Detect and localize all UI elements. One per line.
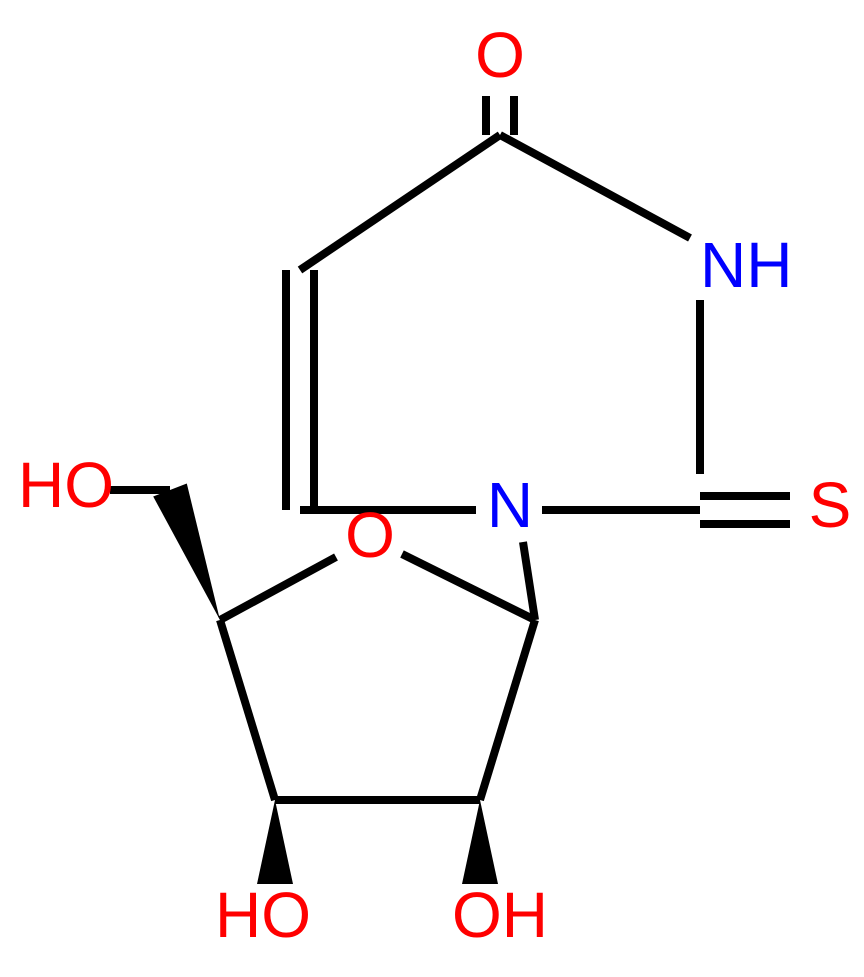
atom-label: N <box>487 469 533 541</box>
atom-label: S <box>809 469 852 541</box>
atom-label: O <box>475 19 525 91</box>
atom-label: OH <box>452 879 548 951</box>
atom-label: NH <box>700 229 792 301</box>
atom-label: HO <box>215 879 311 951</box>
atom-label: HO <box>18 449 114 521</box>
atom-label: O <box>345 499 395 571</box>
chemical-structure-diagram: O NH N S O HO HO OH <box>0 0 864 977</box>
